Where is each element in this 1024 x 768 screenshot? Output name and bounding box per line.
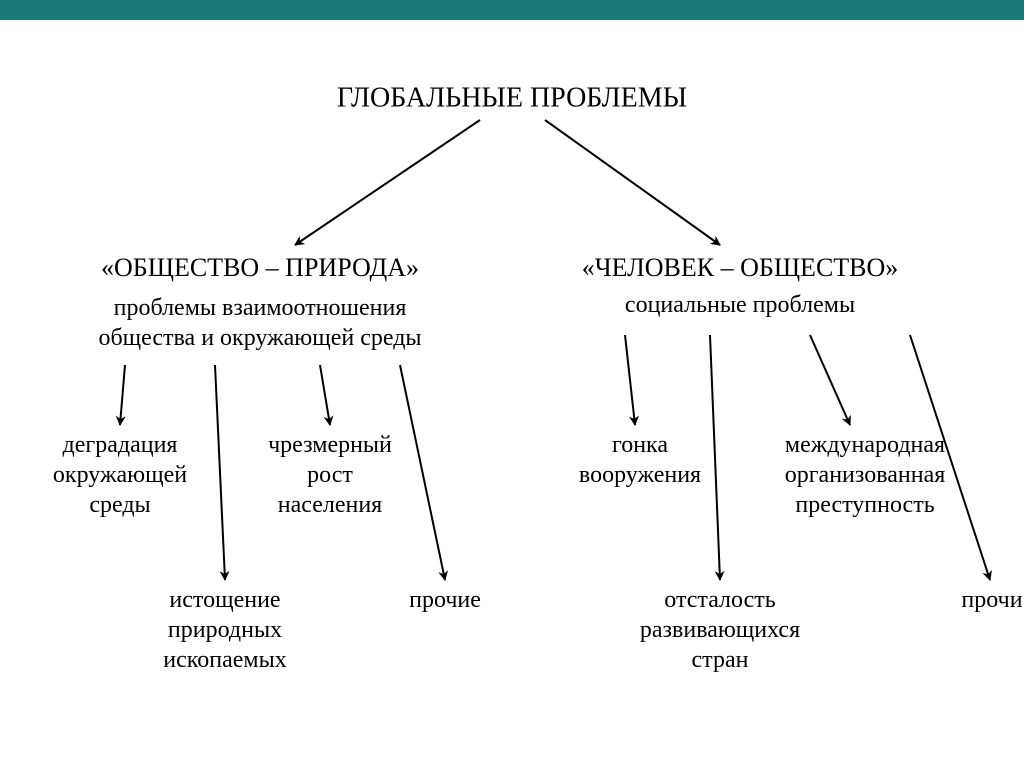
header-bar (0, 0, 1024, 20)
leaf-backwardness: отсталость развивающихся стран (640, 585, 800, 675)
node-branch2-sub: социальные проблемы (625, 290, 855, 320)
node-root: ГЛОБАЛЬНЫЕ ПРОБЛЕМЫ (337, 81, 687, 116)
leaf-crime: международная организованная преступност… (785, 430, 946, 520)
diagram-canvas: ГЛОБАЛЬНЫЕ ПРОБЛЕМЫ «ОБЩЕСТВО – ПРИРОДА»… (0, 20, 1024, 768)
node-branch1-sub: проблемы взаимоотношения общества и окру… (98, 293, 421, 353)
node-branch2-title: «ЧЕЛОВЕК – ОБЩЕСТВО» (582, 252, 899, 285)
leaf-degradation: деградация окружающей среды (53, 430, 187, 520)
node-branch1-title: «ОБЩЕСТВО – ПРИРОДА» (101, 252, 419, 285)
arrows-layer (0, 20, 1024, 768)
leaf-other-left: прочие (409, 585, 481, 615)
leaf-resources: истощение природных ископаемых (163, 585, 286, 675)
leaf-other-right: прочи (961, 585, 1022, 615)
leaf-population: чрезмерный рост населения (268, 430, 392, 520)
leaf-arms-race: гонка вооружения (579, 430, 701, 490)
